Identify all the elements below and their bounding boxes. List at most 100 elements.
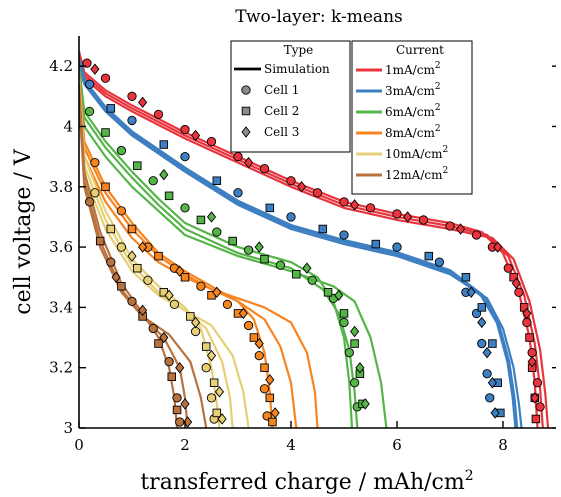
data-point-circle	[532, 378, 543, 388]
data-point-diamond	[206, 211, 217, 223]
plot-area	[79, 50, 550, 428]
current-legend-box	[351, 40, 473, 195]
data-point-circle	[127, 296, 137, 307]
type-legend-box	[230, 40, 351, 153]
data-point-diamond	[206, 349, 217, 362]
data-point-circle	[143, 275, 153, 285]
data-point-square	[101, 182, 110, 192]
data-point-diamond	[175, 361, 185, 374]
data-point-circle	[286, 212, 296, 222]
data-point-circle	[254, 350, 264, 361]
data-point-diamond	[138, 241, 148, 253]
data-point-circle	[445, 221, 455, 231]
data-point-circle	[116, 206, 127, 216]
data-point-square	[265, 203, 275, 213]
data-point-diamond	[511, 277, 521, 289]
current-legend-label-text: 6mA/cm	[385, 105, 435, 119]
simulation-line	[79, 56, 550, 428]
x-tick-label: 6	[392, 436, 402, 454]
data-point-diamond	[238, 307, 248, 320]
data-point-square	[461, 272, 471, 282]
data-point-square	[371, 239, 381, 249]
y-tick-label: 3.2	[49, 359, 73, 377]
data-point-square	[265, 393, 275, 403]
data-point-circle	[90, 188, 100, 198]
data-point-circle	[180, 203, 190, 213]
data-point-square	[228, 236, 237, 246]
data-point-circle	[148, 176, 158, 186]
current-legend-label-text: 1mA/cm	[385, 63, 435, 77]
x-axis-label: transferred charge / mAh/cm2	[140, 468, 473, 495]
data-point-square	[260, 254, 269, 264]
data-point-square	[488, 339, 497, 348]
data-point-circle	[339, 197, 349, 207]
data-point-square	[212, 176, 222, 185]
data-point-circle	[471, 230, 482, 240]
data-point-circle	[84, 106, 95, 117]
data-point-circle	[127, 91, 137, 101]
plot-marks	[79, 50, 550, 428]
data-point-diamond	[175, 265, 185, 277]
y-tick-label: 3.8	[49, 178, 73, 196]
data-point-diamond	[334, 289, 344, 302]
data-point-square	[477, 303, 487, 312]
data-point-circle	[535, 402, 545, 412]
data-point-circle	[106, 257, 116, 267]
data-point-circle	[90, 157, 100, 168]
data-point-circle	[153, 109, 164, 120]
current-legend-label-sup: 2	[435, 124, 441, 134]
data-point-square	[201, 342, 211, 351]
data-point-circle	[482, 369, 492, 379]
y-tick-label: 3.4	[49, 298, 73, 316]
data-point-square	[268, 417, 277, 427]
x-axis-label-text: transferred charge / mAh/cm	[140, 470, 464, 495]
y-tick-label: 3.6	[49, 238, 73, 256]
data-point-circle	[434, 257, 445, 267]
data-point-diamond	[254, 337, 264, 350]
data-point-diamond	[138, 304, 148, 317]
data-point-diamond	[522, 307, 532, 320]
data-point-circle	[349, 378, 360, 388]
data-point-diamond	[164, 289, 174, 302]
data-point-circle	[503, 263, 513, 273]
data-point-circle	[222, 299, 233, 310]
current-legend-label-sup: 2	[442, 166, 448, 176]
type-legend-label: Cell 2	[264, 104, 299, 118]
data-point-circle	[243, 320, 254, 331]
data-point-circle	[164, 357, 174, 367]
data-point-diamond	[297, 181, 307, 193]
data-point-diamond	[355, 361, 365, 374]
data-point-diamond	[466, 286, 476, 299]
data-point-square	[339, 309, 349, 318]
data-point-circle	[259, 164, 270, 174]
data-point-square	[260, 363, 269, 372]
data-point-square	[292, 269, 301, 279]
type-legend-title: Type	[284, 43, 314, 57]
data-point-circle	[233, 188, 243, 198]
y-tick-label: 4	[63, 117, 73, 135]
data-point-circle	[392, 209, 402, 219]
x-tick-label: 4	[286, 436, 296, 454]
data-point-circle	[169, 299, 180, 310]
data-point-circle	[514, 287, 524, 297]
data-point-square	[154, 251, 163, 261]
data-point-circle	[172, 393, 182, 403]
data-point-diamond	[265, 374, 275, 386]
data-point-diamond	[191, 129, 201, 142]
data-point-diamond	[527, 355, 537, 368]
data-point-diamond	[270, 407, 280, 419]
current-legend-label-sup: 2	[442, 145, 448, 155]
data-point-circle	[212, 227, 222, 237]
data-point-diamond	[244, 156, 254, 169]
data-point-circle	[418, 215, 429, 225]
legend-circle-marker	[241, 85, 251, 95]
data-point-diamond	[350, 325, 360, 338]
data-point-square	[106, 104, 116, 113]
y-tick-label: 3	[63, 419, 73, 437]
data-point-square	[424, 251, 434, 261]
data-point-circle	[344, 347, 354, 358]
simulation-line	[79, 66, 354, 428]
data-point-circle	[307, 275, 317, 285]
legend-diamond-marker	[241, 126, 251, 138]
y-axis-label: cell voltage / V	[11, 148, 36, 315]
